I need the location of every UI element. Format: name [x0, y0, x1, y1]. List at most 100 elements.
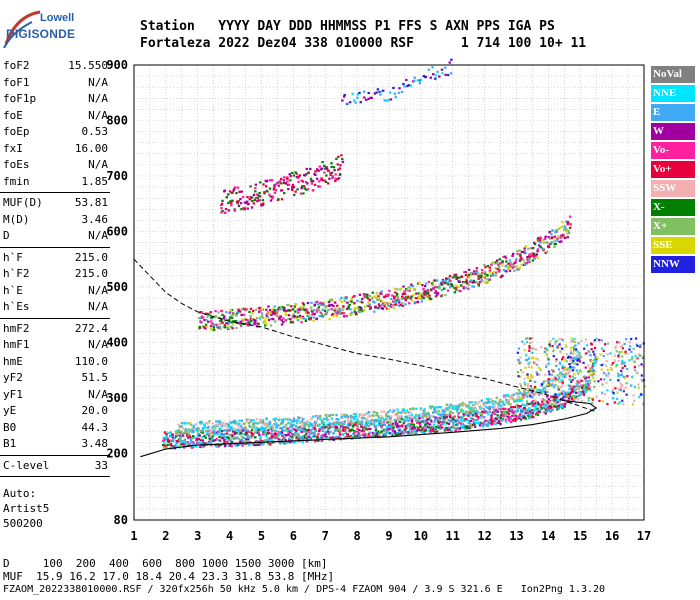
echo-point [308, 436, 311, 439]
echo-point [564, 230, 568, 233]
echo-point [428, 294, 431, 297]
echo-point [302, 430, 306, 433]
echo-point [248, 425, 252, 429]
autoscaling-notes: Auto: Artist5 500200 [3, 486, 49, 531]
echo-point [454, 420, 458, 423]
echo-point [269, 324, 273, 327]
echo-point [498, 258, 502, 261]
echo-point [402, 422, 406, 425]
divider [0, 246, 110, 248]
echo-point [325, 424, 329, 427]
echo-point [220, 319, 223, 322]
echo-point [434, 426, 437, 430]
echo-point [368, 298, 371, 302]
echo-point [519, 253, 522, 256]
echo-point [556, 239, 559, 242]
echo-point [448, 407, 452, 410]
echo-point [523, 342, 526, 346]
echo-point [196, 430, 200, 433]
echo-point [312, 427, 315, 430]
echo-point [531, 396, 534, 399]
echo-point [587, 379, 590, 383]
echo-point [247, 418, 250, 421]
echo-point [353, 422, 357, 425]
echo-point [424, 293, 428, 296]
echo-point [480, 268, 484, 272]
echo-point [496, 259, 499, 262]
echo-point [317, 169, 321, 172]
echo-point [269, 443, 272, 446]
echo-point [384, 428, 387, 431]
echo-point [504, 407, 507, 411]
echo-point [532, 416, 535, 419]
echo-point [513, 265, 517, 268]
x-axis-tick-labels: 1 2 3 4 5 6 7 8 9 10 11 12 13 14 15 16 17 [130, 529, 651, 543]
echo-point [347, 307, 350, 310]
echo-point [362, 296, 365, 299]
echo-point [341, 158, 344, 161]
echo-point [207, 434, 211, 437]
echo-point [499, 422, 502, 426]
echo-point [241, 427, 244, 430]
echo-point [312, 316, 316, 319]
echo-point [236, 186, 240, 189]
echo-point [188, 434, 191, 437]
echo-point [473, 407, 476, 410]
echo-point [177, 430, 181, 433]
echo-point [354, 415, 357, 418]
echo-point [262, 321, 265, 324]
echo-point [297, 180, 300, 183]
echo-point [523, 390, 526, 393]
echo-point [342, 306, 345, 309]
echo-point [421, 420, 424, 423]
echo-point [511, 414, 514, 417]
echo-point [549, 379, 552, 382]
echo-point [208, 441, 211, 444]
echo-point [264, 434, 268, 437]
echo-point [422, 75, 426, 78]
echo-point [516, 252, 519, 255]
echo-point [372, 418, 375, 422]
echo-point [280, 431, 284, 434]
echo-point [213, 426, 216, 430]
echo-point [375, 419, 379, 422]
echo-point [418, 423, 422, 426]
echo-point [572, 366, 575, 369]
echo-point [241, 444, 244, 447]
echo-point [392, 425, 396, 428]
echo-point [410, 420, 414, 423]
echo-point [574, 395, 578, 398]
echo-point [560, 384, 563, 387]
echo-point [390, 305, 393, 308]
echo-point [341, 160, 345, 164]
param-value: 20.0 [81, 404, 109, 417]
echo-point [505, 394, 508, 397]
echo-point [561, 381, 564, 384]
echo-point [240, 432, 243, 435]
echo-point [454, 427, 458, 430]
echo-point [518, 266, 521, 269]
echo-point [409, 411, 412, 414]
echo-point [578, 379, 581, 382]
echo-point [323, 164, 326, 167]
echo-point [433, 285, 437, 289]
echo-point [451, 407, 455, 410]
echo-point [217, 325, 220, 328]
echo-point [464, 270, 467, 274]
echo-point [335, 435, 338, 438]
echo-point [433, 430, 437, 433]
echo-point [524, 251, 527, 254]
echo-point [223, 424, 226, 427]
echo-point [254, 186, 257, 190]
echo-point [285, 423, 288, 426]
echo-point [386, 420, 390, 424]
echo-point [423, 414, 426, 417]
x-tick-label: 14 [541, 529, 555, 543]
echo-point [545, 363, 549, 366]
echo-point [199, 439, 203, 442]
echo-point [442, 414, 445, 417]
echo-point [273, 419, 277, 422]
echo-point [346, 102, 350, 105]
echo-point [358, 306, 361, 309]
echo-point [547, 362, 551, 365]
